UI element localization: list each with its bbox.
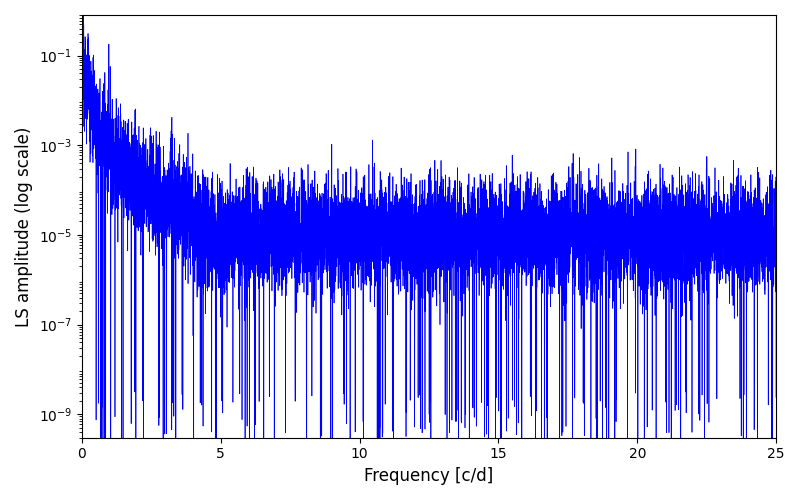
X-axis label: Frequency [c/d]: Frequency [c/d] <box>364 467 494 485</box>
Y-axis label: LS amplitude (log scale): LS amplitude (log scale) <box>15 126 33 326</box>
